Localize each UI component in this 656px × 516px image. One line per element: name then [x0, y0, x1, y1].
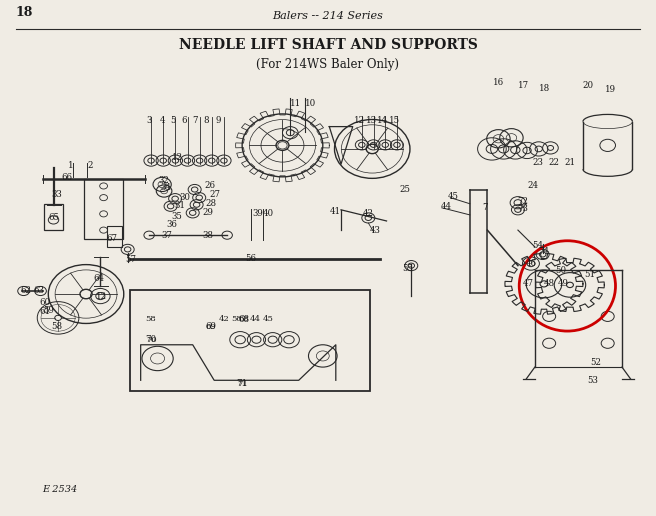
- Text: 6: 6: [182, 116, 187, 124]
- Text: 68: 68: [238, 315, 249, 324]
- Text: 29: 29: [202, 208, 213, 217]
- Text: 61: 61: [39, 307, 51, 316]
- Text: 41: 41: [330, 207, 341, 216]
- Text: 58: 58: [51, 322, 62, 331]
- Text: Balers -- 214 Series: Balers -- 214 Series: [272, 11, 384, 21]
- Text: 73: 73: [518, 204, 529, 213]
- Text: 30: 30: [179, 193, 190, 202]
- Text: 24: 24: [527, 182, 539, 190]
- Text: 42: 42: [363, 209, 374, 218]
- Bar: [84, 180, 123, 239]
- Text: 72: 72: [518, 197, 529, 206]
- Text: 71: 71: [237, 380, 247, 388]
- Text: 69: 69: [205, 322, 216, 331]
- Text: 48: 48: [544, 279, 555, 288]
- Text: 58: 58: [146, 315, 156, 324]
- Text: 22: 22: [548, 157, 559, 167]
- Text: 64: 64: [94, 275, 104, 283]
- Text: 67: 67: [106, 234, 117, 243]
- Text: 71: 71: [237, 379, 248, 389]
- Text: 58: 58: [232, 315, 242, 324]
- Text: 25: 25: [400, 185, 410, 194]
- Text: 50: 50: [555, 266, 566, 275]
- Text: 46: 46: [525, 259, 537, 268]
- Text: 19: 19: [605, 85, 617, 94]
- Text: 20: 20: [583, 81, 594, 90]
- Text: 11: 11: [290, 99, 301, 108]
- Text: 13: 13: [365, 116, 377, 124]
- Text: 7: 7: [193, 116, 198, 124]
- Text: 18: 18: [16, 6, 33, 19]
- Text: 44: 44: [250, 315, 260, 324]
- Text: 14: 14: [377, 116, 388, 124]
- Text: 28: 28: [205, 199, 216, 208]
- Text: 45: 45: [447, 191, 459, 201]
- Text: 70: 70: [146, 335, 157, 344]
- Text: 44: 44: [441, 202, 452, 211]
- Text: 53: 53: [587, 376, 598, 385]
- Text: 8: 8: [203, 116, 209, 124]
- Text: 38: 38: [202, 231, 213, 239]
- Text: 45: 45: [262, 315, 274, 324]
- Text: 54: 54: [532, 241, 543, 250]
- Text: 26: 26: [204, 182, 215, 190]
- Text: 12: 12: [96, 292, 107, 300]
- Text: 33: 33: [51, 190, 62, 199]
- Text: 7: 7: [483, 203, 488, 212]
- Text: 47: 47: [523, 279, 534, 288]
- Text: 3: 3: [146, 116, 152, 124]
- Text: 59: 59: [43, 306, 54, 315]
- Text: 60: 60: [39, 298, 51, 307]
- Text: 1: 1: [68, 161, 74, 170]
- Text: 43: 43: [369, 225, 380, 235]
- Text: 68: 68: [238, 315, 249, 324]
- Text: 52: 52: [590, 358, 602, 366]
- Text: 12: 12: [171, 153, 182, 162]
- Text: 17: 17: [518, 81, 529, 90]
- Text: 63: 63: [33, 286, 44, 296]
- Text: 27: 27: [209, 190, 220, 199]
- Text: 55: 55: [402, 264, 413, 273]
- Text: 37: 37: [161, 231, 172, 239]
- Text: 57: 57: [125, 255, 136, 264]
- Text: 56: 56: [246, 254, 256, 263]
- Text: 66: 66: [61, 173, 72, 182]
- Text: 34: 34: [160, 183, 171, 192]
- Text: 69: 69: [205, 322, 216, 331]
- Text: 70: 70: [146, 336, 156, 344]
- Text: 18: 18: [539, 84, 550, 92]
- Text: 39: 39: [253, 209, 263, 218]
- Text: 5: 5: [171, 116, 176, 124]
- Text: 40: 40: [262, 209, 274, 218]
- Text: 49: 49: [558, 279, 569, 288]
- Text: 23: 23: [532, 157, 543, 167]
- Text: 74: 74: [539, 248, 550, 256]
- Text: 31: 31: [174, 201, 185, 210]
- Text: 10: 10: [305, 99, 316, 108]
- Text: E 2534: E 2534: [42, 485, 77, 494]
- Text: 15: 15: [389, 116, 400, 124]
- Text: 42: 42: [218, 315, 230, 324]
- Text: 62: 62: [20, 286, 31, 296]
- Bar: [107, 225, 123, 247]
- Text: 9: 9: [216, 116, 222, 124]
- Bar: [44, 204, 63, 230]
- Text: 35: 35: [172, 212, 182, 221]
- Text: 12: 12: [354, 116, 365, 124]
- Text: 65: 65: [48, 214, 59, 222]
- Text: 2: 2: [88, 161, 93, 170]
- Bar: [130, 290, 370, 392]
- Text: NEEDLE LIFT SHAFT AND SUPPORTS: NEEDLE LIFT SHAFT AND SUPPORTS: [178, 38, 478, 52]
- Text: 4: 4: [159, 116, 165, 124]
- Text: 32: 32: [159, 176, 169, 185]
- Text: 36: 36: [167, 219, 177, 229]
- Text: (For 214WS Baler Only): (For 214WS Baler Only): [256, 58, 400, 71]
- Text: 16: 16: [493, 78, 504, 88]
- Text: 51: 51: [584, 270, 595, 279]
- Text: 21: 21: [564, 157, 575, 167]
